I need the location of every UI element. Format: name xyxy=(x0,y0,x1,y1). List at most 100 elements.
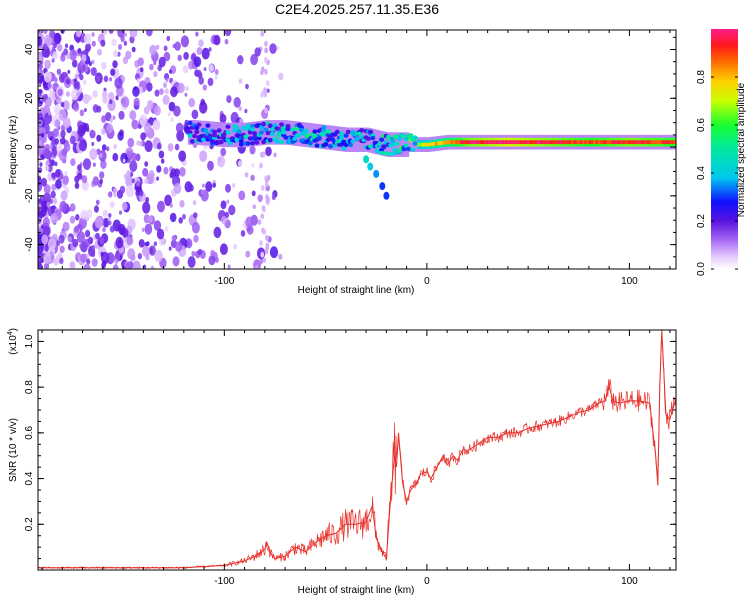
noise-blob xyxy=(142,201,151,214)
ridge-blob xyxy=(212,133,218,138)
noise-blob xyxy=(43,71,52,83)
noise-blob xyxy=(102,90,108,99)
noise-blob xyxy=(137,57,144,67)
noise-blob xyxy=(175,122,184,134)
noise-blob xyxy=(138,189,144,197)
noise-blob xyxy=(119,185,126,194)
noise-blob xyxy=(107,92,115,102)
ridge-core xyxy=(470,140,474,145)
noise-blob xyxy=(38,140,42,146)
noise-blob xyxy=(83,238,90,248)
ridge-core xyxy=(629,140,632,145)
noise-blob xyxy=(174,143,180,151)
noise-blob xyxy=(96,75,100,82)
ridge-core xyxy=(446,140,450,145)
noise-blob xyxy=(199,150,208,162)
noise-blob xyxy=(177,54,182,62)
noise-blob xyxy=(78,139,88,152)
noise-blob xyxy=(94,205,99,213)
noise-blob xyxy=(113,49,119,58)
noise-blob xyxy=(50,213,58,224)
ridge-core xyxy=(602,140,606,145)
noise-blob xyxy=(173,105,181,117)
noise-blob xyxy=(41,132,45,138)
ridge-blob xyxy=(348,142,353,148)
noise-blob xyxy=(158,150,165,159)
noise-blob xyxy=(251,190,256,197)
noise-blob xyxy=(164,88,169,95)
noise-blob xyxy=(69,135,76,145)
noise-blob xyxy=(84,108,87,112)
noise-blob xyxy=(86,209,93,219)
ridge-blob xyxy=(276,133,282,138)
snr-scale-exponent: 4 xyxy=(7,331,14,335)
ridge-blob xyxy=(412,141,418,146)
noise-blob xyxy=(169,171,174,179)
ridge-blob xyxy=(405,146,411,152)
ridge-core xyxy=(495,140,499,145)
ridge-blob xyxy=(394,141,400,146)
noise-blob xyxy=(44,164,50,172)
noise-blob xyxy=(118,110,125,120)
y-tick-label: -20 xyxy=(24,188,35,203)
noise-blob xyxy=(92,90,98,98)
ridge-core xyxy=(459,140,463,145)
ridge-blob xyxy=(365,136,371,141)
ridge-blob xyxy=(252,131,258,136)
noise-blob xyxy=(193,56,202,67)
noise-blob xyxy=(259,240,263,247)
ridge-core xyxy=(620,140,624,145)
snr-scale-label: (x104) xyxy=(7,328,19,355)
noise-blob xyxy=(186,241,190,246)
ridge-blob xyxy=(299,127,304,133)
noise-blob xyxy=(207,77,214,87)
ridge-core xyxy=(584,140,588,145)
ridge-core xyxy=(441,140,445,145)
noise-blob xyxy=(115,95,119,101)
ridge-blob xyxy=(390,138,396,144)
branch-blob xyxy=(367,162,374,171)
noise-blob xyxy=(74,182,80,189)
ridge-core xyxy=(586,140,590,145)
noise-blob xyxy=(150,265,155,269)
ridge-blob xyxy=(368,144,374,149)
noise-blob xyxy=(44,59,51,70)
ridge-core xyxy=(626,140,630,145)
noise-blob xyxy=(129,160,138,172)
colorbar-tick-label: 0.0 xyxy=(696,262,707,276)
noise-blob xyxy=(51,172,56,179)
ridge-core xyxy=(624,140,628,145)
noise-blob xyxy=(239,118,244,124)
ridge-core xyxy=(564,140,568,145)
ridge-blob xyxy=(203,128,209,133)
ridge-core xyxy=(544,140,548,145)
noise-blob xyxy=(38,252,45,264)
ridge-blob xyxy=(377,141,382,147)
ridge-core xyxy=(531,140,534,145)
snr-scale-prefix: (x10 xyxy=(8,335,19,355)
noise-blob xyxy=(58,73,66,83)
noise-blob xyxy=(273,152,277,158)
ridge-core xyxy=(573,140,577,145)
ridge-core xyxy=(457,140,461,145)
ridge-core xyxy=(450,140,454,145)
noise-blob xyxy=(259,162,263,169)
ridge-core xyxy=(426,142,430,147)
ridge-blob xyxy=(265,130,271,136)
ridge-core xyxy=(439,141,443,145)
ridge-blob xyxy=(216,128,222,133)
noise-blob xyxy=(95,232,100,240)
noise-blob xyxy=(48,158,52,163)
noise-blob xyxy=(58,234,65,244)
noise-blob xyxy=(245,250,251,258)
noise-blob xyxy=(56,68,62,76)
ridge-blob xyxy=(207,135,213,140)
noise-blob xyxy=(142,167,149,177)
ridge-core xyxy=(444,140,448,145)
y-tick-label: 1.0 xyxy=(24,334,35,348)
ridge-blob xyxy=(267,138,273,143)
noise-blob xyxy=(112,187,118,194)
noise-blob xyxy=(108,213,112,218)
ridge-core xyxy=(673,140,676,145)
